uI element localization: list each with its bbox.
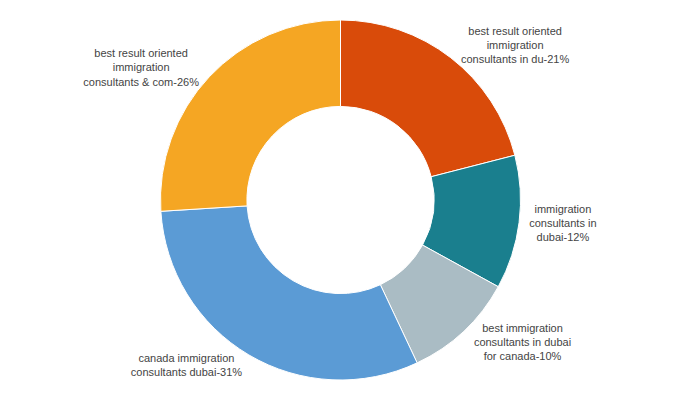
svg-text:canada immigrationconsultants: canada immigrationconsultants dubai-31%	[131, 352, 243, 378]
svg-text:immigrationconsultants indubai: immigrationconsultants indubai-12%	[529, 203, 596, 244]
svg-text:best result orientedimmigratio: best result orientedimmigrationconsultan…	[461, 25, 569, 66]
svg-text:best result orientedimmigratio: best result orientedimmigrationconsultan…	[83, 47, 199, 88]
svg-text:best immigrationconsultants in: best immigrationconsultants in dubaifor …	[474, 322, 571, 363]
